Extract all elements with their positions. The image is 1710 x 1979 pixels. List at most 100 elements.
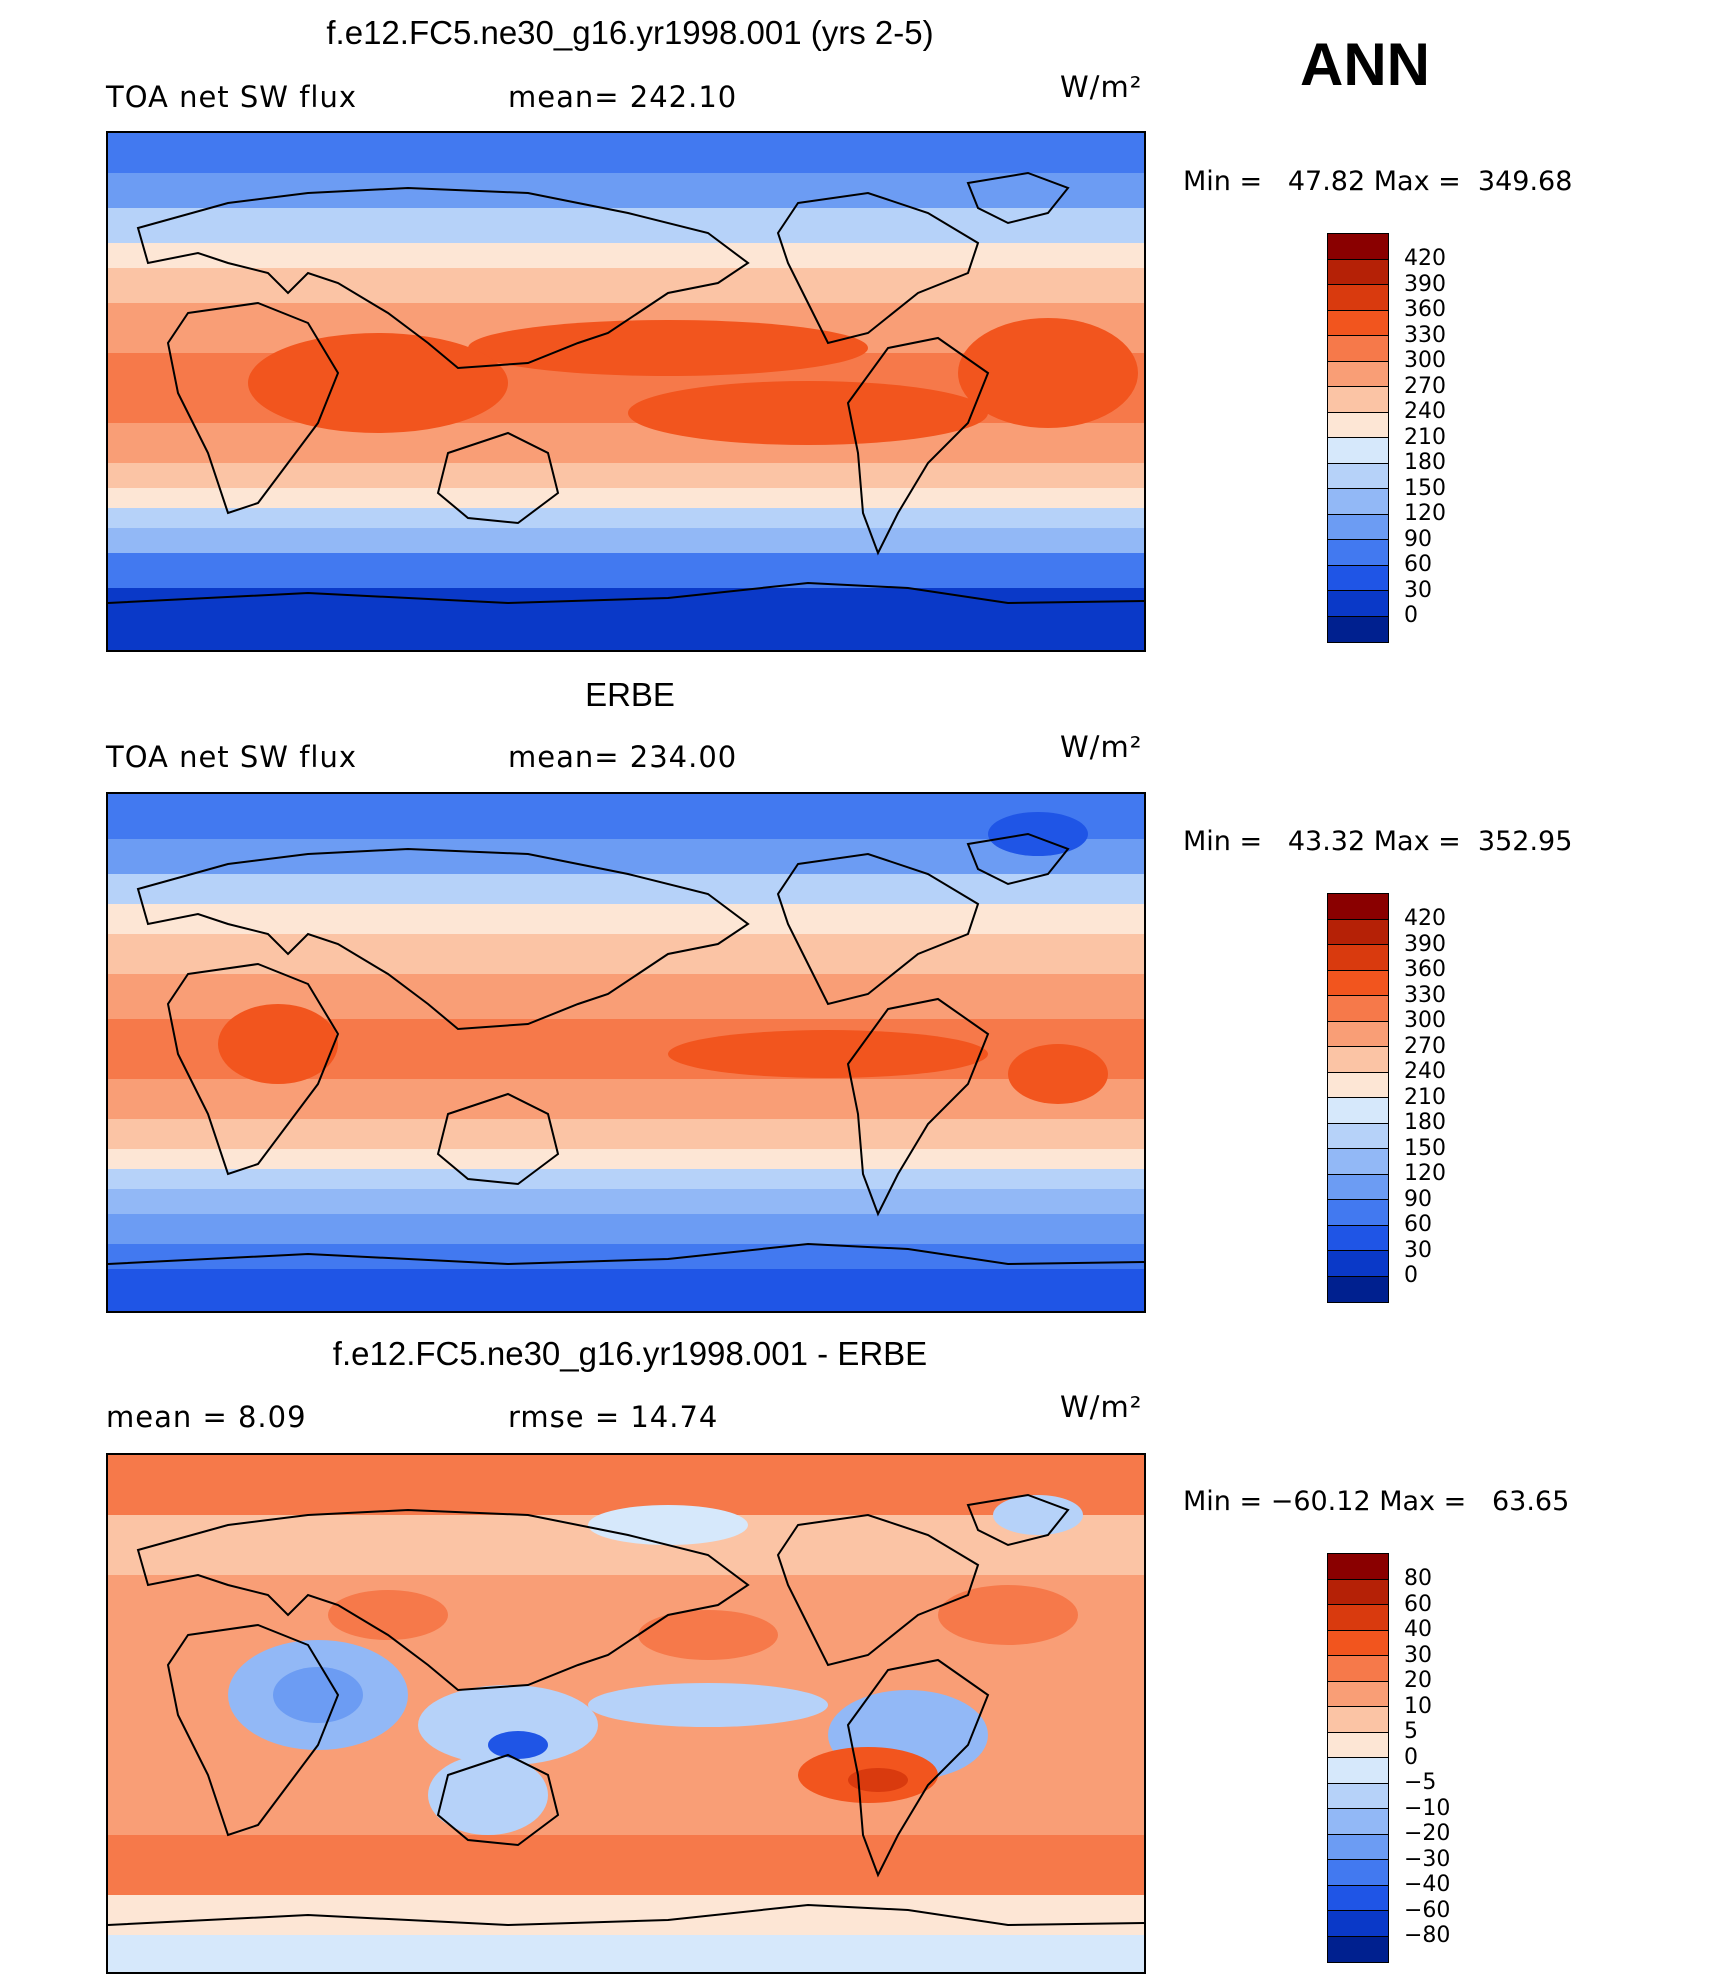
colorbar-swatch (1328, 1072, 1388, 1098)
colorbar-swatch (1328, 1174, 1388, 1200)
colorbar-tick-label: 80 (1404, 1566, 1432, 1591)
colorbar-swatch (1328, 540, 1388, 566)
colorbar-tick-label: 330 (1404, 982, 1446, 1008)
panel1-colorbar (1327, 233, 1389, 643)
colorbar-swatch (1328, 1554, 1388, 1580)
colorbar-tick-label: 120 (1404, 1161, 1446, 1186)
colorbar-swatch (1328, 1936, 1388, 1962)
colorbar-swatch (1328, 1225, 1388, 1251)
colorbar-swatch (1328, 336, 1388, 362)
colorbar-tick-label: 30 (1404, 1642, 1432, 1668)
panel1-map (106, 131, 1146, 652)
panel1-mean-label: mean= 242.10 (508, 80, 738, 114)
colorbar-swatch (1328, 463, 1388, 489)
colorbar-swatch (1328, 514, 1388, 540)
colorbar-swatch (1328, 1200, 1388, 1226)
colorbar-swatch (1328, 489, 1388, 515)
panel2-mean-label: mean= 234.00 (508, 740, 738, 774)
colorbar-swatch (1328, 1276, 1388, 1302)
panel3-mean-label: mean = 8.09 (106, 1400, 307, 1434)
colorbar-swatch (1328, 1021, 1388, 1047)
colorbar-swatch (1328, 234, 1388, 260)
colorbar-swatch (1328, 1860, 1388, 1886)
panel2-units-label: W/m² (1060, 730, 1143, 764)
colorbar-tick-label: 300 (1404, 1008, 1446, 1033)
colorbar-tick-label: 30 (1404, 1237, 1432, 1263)
colorbar-tick-label: 90 (1404, 1186, 1432, 1212)
colorbar-swatch (1328, 565, 1388, 591)
colorbar-swatch (1328, 970, 1388, 996)
panel3-map (106, 1453, 1146, 1974)
colorbar-swatch (1328, 1885, 1388, 1911)
colorbar-swatch (1328, 1809, 1388, 1835)
panel1-units-label: W/m² (1060, 70, 1143, 104)
colorbar-swatch (1328, 259, 1388, 285)
colorbar-tick-label: −10 (1404, 1795, 1451, 1821)
colorbar-tick-label: 270 (1404, 1033, 1446, 1059)
colorbar-tick-label: 0 (1404, 603, 1418, 628)
colorbar-tick-label: 60 (1404, 1212, 1432, 1237)
panel3-title: f.e12.FC5.ne30_g16.yr1998.001 - ERBE (332, 1335, 928, 1372)
colorbar-swatch (1328, 996, 1388, 1022)
colorbar-tick-label: 40 (1404, 1617, 1432, 1642)
panel3-map-svg (108, 1455, 1144, 1972)
colorbar-tick-label: 390 (1404, 931, 1446, 957)
colorbar-swatch (1328, 1681, 1388, 1707)
colorbar-swatch (1328, 1783, 1388, 1809)
colorbar-swatch (1328, 919, 1388, 945)
colorbar-tick-label: 120 (1404, 501, 1446, 526)
colorbar-swatch (1328, 1605, 1388, 1631)
colorbar-tick-label: 300 (1404, 348, 1446, 373)
colorbar-tick-label: 240 (1404, 1059, 1446, 1084)
colorbar-tick-label: 60 (1404, 1591, 1432, 1617)
colorbar-swatch (1328, 310, 1388, 336)
panel2-colorbar (1327, 893, 1389, 1303)
colorbar-tick-label: 0 (1404, 1263, 1418, 1288)
colorbar-tick-label: 150 (1404, 475, 1446, 501)
panel3-minmax: Min = −60.12 Max = 63.65 (1183, 1486, 1570, 1517)
colorbar-tick-label: 0 (1404, 1744, 1418, 1770)
colorbar-tick-label: 10 (1404, 1693, 1432, 1719)
colorbar-swatch (1328, 1047, 1388, 1073)
colorbar-swatch (1328, 616, 1388, 642)
colorbar-tick-label: 420 (1404, 906, 1446, 931)
colorbar-tick-label: 150 (1404, 1135, 1446, 1161)
colorbar-swatch (1328, 438, 1388, 464)
colorbar-tick-label: 180 (1404, 450, 1446, 475)
colorbar-tick-label: 360 (1404, 957, 1446, 982)
panel2-title: ERBE (585, 676, 675, 713)
colorbar-tick-label: 390 (1404, 271, 1446, 297)
panel1-map-svg (108, 133, 1144, 650)
colorbar-swatch (1328, 1911, 1388, 1937)
colorbar-tick-label: 210 (1404, 424, 1446, 450)
colorbar-tick-label: 30 (1404, 577, 1432, 603)
colorbar-swatch (1328, 387, 1388, 413)
colorbar-tick-label: 20 (1404, 1668, 1432, 1693)
panel1-variable-label: TOA net SW flux (106, 80, 358, 114)
colorbar-tick-label: 240 (1404, 399, 1446, 424)
colorbar-swatch (1328, 1123, 1388, 1149)
colorbar-swatch (1328, 1732, 1388, 1758)
colorbar-swatch (1328, 1707, 1388, 1733)
colorbar-tick-label: 90 (1404, 526, 1432, 552)
panel2-map-svg (108, 794, 1144, 1311)
colorbar-swatch (1328, 1758, 1388, 1784)
colorbar-tick-label: 270 (1404, 373, 1446, 399)
colorbar-swatch (1328, 945, 1388, 971)
colorbar-swatch (1328, 412, 1388, 438)
colorbar-swatch (1328, 1834, 1388, 1860)
colorbar-swatch (1328, 1656, 1388, 1682)
panel1-title: f.e12.FC5.ne30_g16.yr1998.001 (yrs 2-5) (326, 14, 934, 51)
colorbar-tick-label: −40 (1404, 1872, 1451, 1897)
panel2-variable-label: TOA net SW flux (106, 740, 358, 774)
colorbar-tick-label: 180 (1404, 1110, 1446, 1135)
panel3-colorbar (1327, 1553, 1389, 1963)
colorbar-tick-label: 420 (1404, 246, 1446, 271)
season-label: ANN (1300, 31, 1430, 98)
panel2-minmax: Min = 43.32 Max = 352.95 (1183, 826, 1573, 857)
colorbar-swatch (1328, 361, 1388, 387)
colorbar-tick-label: −30 (1404, 1846, 1451, 1872)
colorbar-tick-label: 330 (1404, 322, 1446, 348)
colorbar-tick-label: 360 (1404, 297, 1446, 322)
colorbar-tick-label: 5 (1404, 1719, 1418, 1744)
